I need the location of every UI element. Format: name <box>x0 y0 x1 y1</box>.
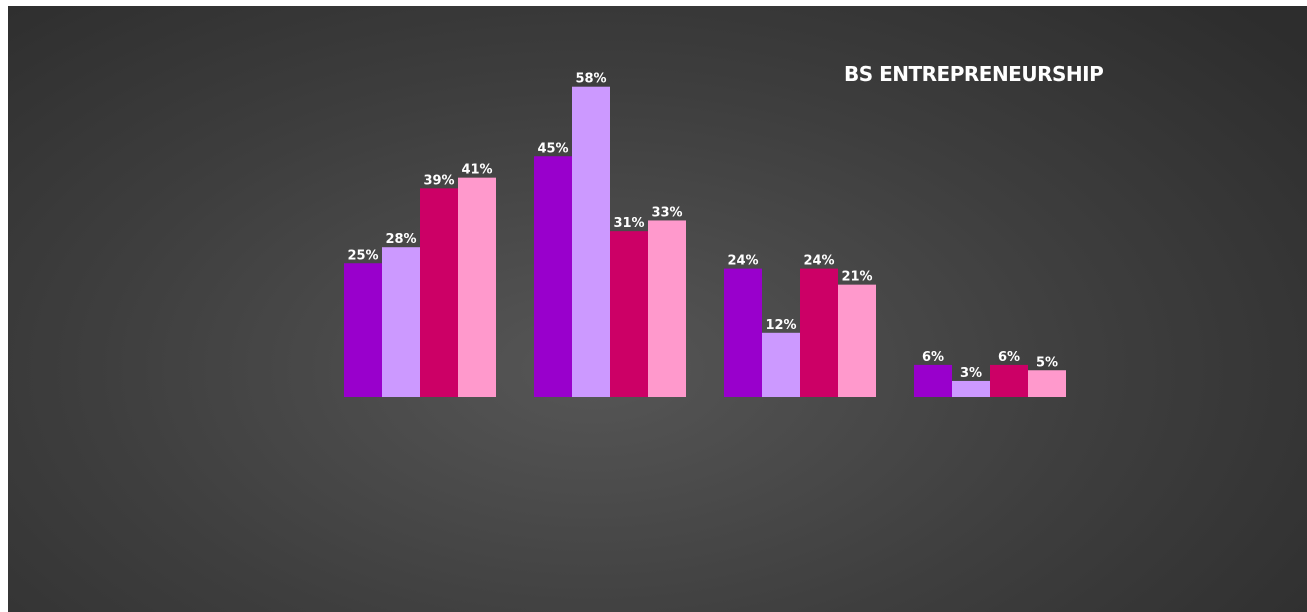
data-label-series1-group4: 6% <box>922 350 944 365</box>
bar-series4-group3 <box>838 284 876 397</box>
data-label-series4-group4: 5% <box>1036 355 1058 370</box>
bar-series2-group2 <box>572 86 610 397</box>
bar-series4-group4 <box>1028 370 1066 397</box>
bar-series2-group3 <box>762 332 800 397</box>
bar-series3-group1 <box>420 188 458 397</box>
data-label-series2-group1: 28% <box>385 232 416 247</box>
bar-series3-group2 <box>610 231 648 397</box>
data-label-series3-group3: 24% <box>803 254 834 269</box>
data-label-series1-group2: 45% <box>537 141 568 156</box>
bar-chart: 25% 45% 24% 6% 28% 58% 12% 3% 39% 31% 24% 6% 41% 33% 2… <box>344 72 1066 397</box>
bar-series3-group4 <box>990 364 1028 397</box>
data-label-series2-group4: 3% <box>960 366 982 381</box>
data-label-series4-group3: 21% <box>841 270 872 285</box>
data-label-series1-group1: 25% <box>347 248 378 263</box>
bar-series3-group3 <box>800 268 838 397</box>
bar-series1-group2 <box>534 156 572 397</box>
data-label-series3-group2: 31% <box>613 216 644 231</box>
data-label-series1-group3: 24% <box>727 254 758 269</box>
bar-series2-group4 <box>952 380 990 397</box>
data-label-series2-group3: 12% <box>765 318 796 333</box>
bar-series4-group1 <box>458 177 496 397</box>
bar-series1-group1 <box>344 263 382 397</box>
data-label-series2-group2: 58% <box>575 72 606 87</box>
data-label-series3-group4: 6% <box>998 350 1020 365</box>
data-label-series4-group2: 33% <box>651 205 682 220</box>
bar-series2-group1 <box>382 247 420 397</box>
bar-series1-group4 <box>914 364 952 397</box>
chart-area: 25% 45% 24% 6% 28% 58% 12% 3% 39% 31% 24% 6% 41% 33% 2… <box>8 6 1307 612</box>
chart-title: BS ENTREPRENEURSHIP <box>844 62 1104 86</box>
data-label-series3-group1: 39% <box>423 173 454 188</box>
bar-series1-group3 <box>724 268 762 397</box>
data-label-series4-group1: 41% <box>461 163 492 178</box>
bar-series4-group2 <box>648 220 686 397</box>
